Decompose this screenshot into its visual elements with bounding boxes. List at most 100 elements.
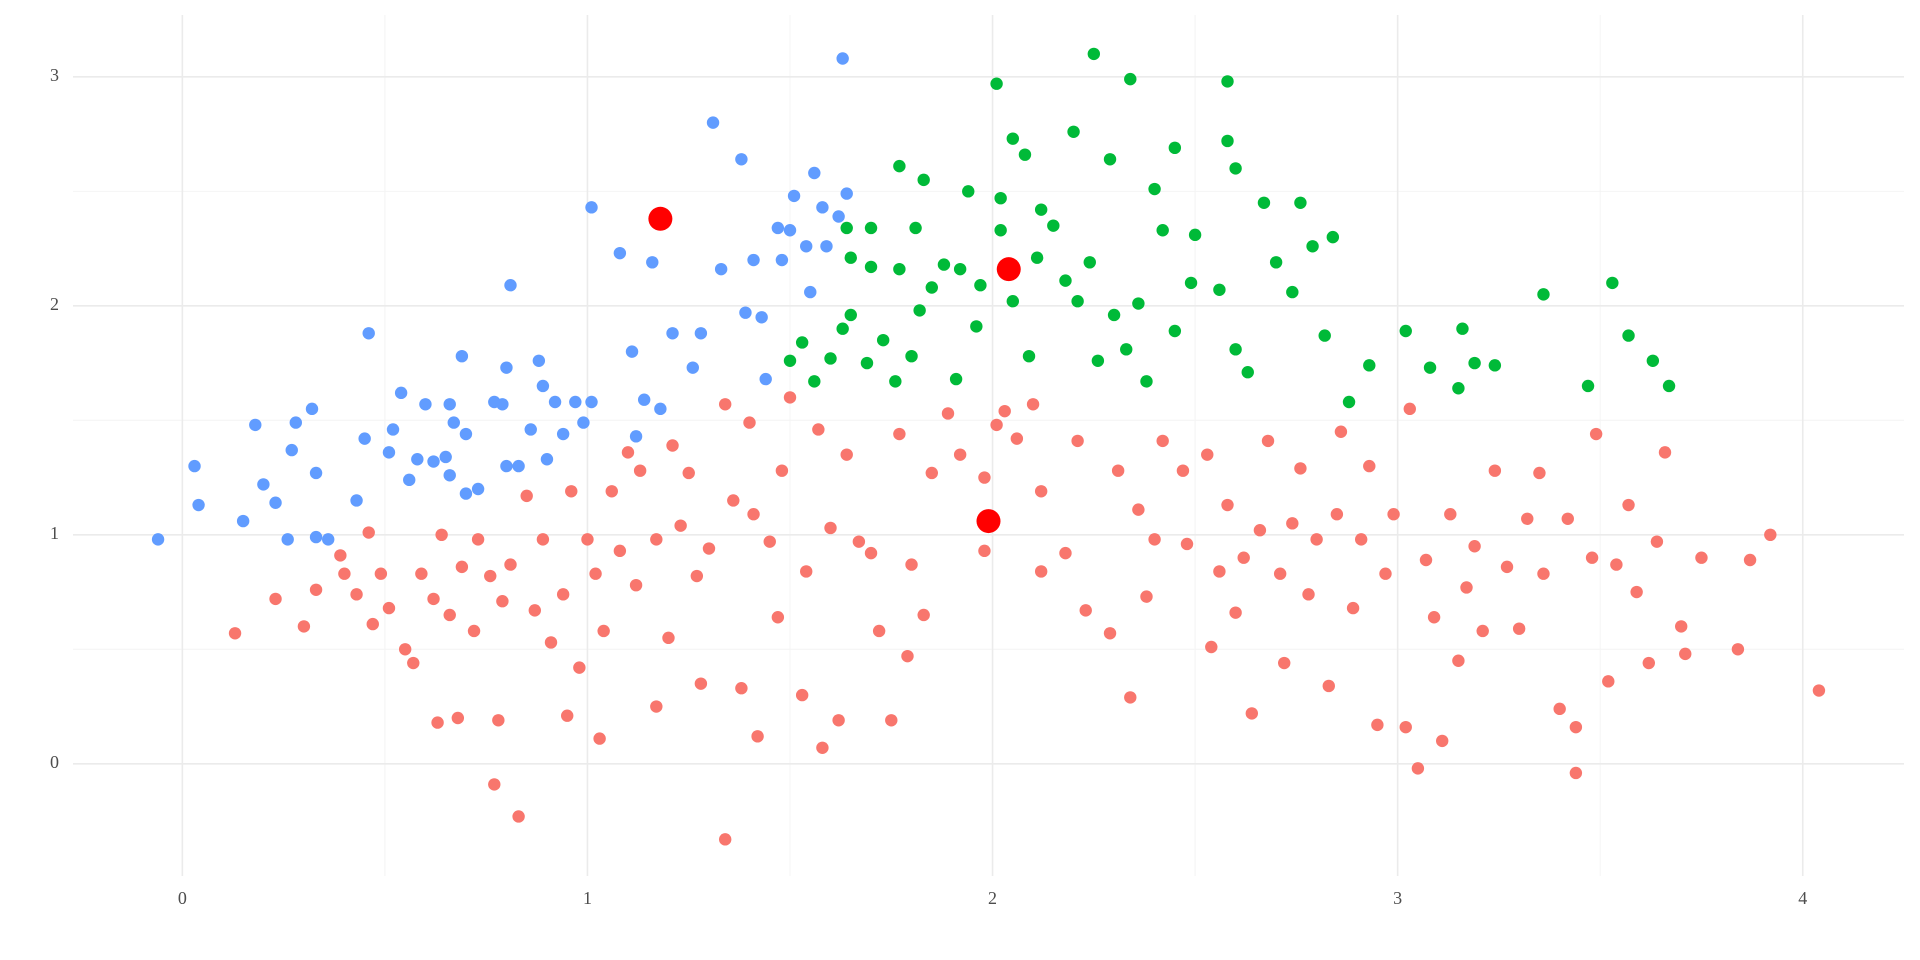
point (1261, 434, 1275, 448)
point (925, 466, 938, 480)
point (322, 533, 335, 546)
x-tick-label: 3 (1393, 888, 1402, 908)
point (800, 240, 813, 253)
point (1371, 718, 1384, 732)
point (629, 430, 643, 443)
point (937, 258, 951, 271)
point (962, 185, 975, 198)
point (974, 279, 987, 292)
point (589, 567, 602, 580)
point (1342, 395, 1356, 409)
point (443, 469, 456, 482)
point (1286, 285, 1299, 299)
y-tick-label: 0 (50, 752, 59, 772)
point (585, 201, 598, 214)
point (492, 714, 505, 727)
point (556, 588, 570, 601)
point (864, 546, 878, 560)
point (520, 489, 533, 503)
point (990, 77, 1003, 90)
point (548, 395, 562, 409)
point (1278, 656, 1291, 670)
point (990, 418, 1003, 432)
point (1245, 707, 1259, 720)
point (285, 443, 298, 457)
point (1067, 125, 1080, 138)
point (976, 509, 1001, 534)
point (1363, 459, 1376, 473)
point (1253, 524, 1267, 537)
point (694, 327, 708, 340)
point (188, 459, 201, 473)
point (439, 450, 452, 464)
point (1561, 512, 1574, 525)
point (471, 533, 485, 546)
point (795, 688, 809, 702)
point (528, 604, 542, 617)
point (1120, 343, 1133, 356)
point (1650, 535, 1664, 548)
point (970, 320, 983, 333)
point (706, 116, 720, 129)
point (633, 464, 647, 477)
point (1176, 464, 1190, 477)
point (978, 544, 991, 558)
point (1180, 537, 1194, 551)
point (504, 558, 517, 571)
point (836, 52, 849, 65)
point (905, 558, 918, 571)
point (1087, 47, 1101, 61)
point (783, 391, 797, 404)
point (350, 588, 363, 601)
point (832, 714, 845, 727)
y-tick-label: 2 (50, 294, 59, 314)
point (1124, 691, 1137, 704)
point (151, 533, 165, 546)
point (471, 482, 485, 496)
point (812, 423, 825, 436)
point (1229, 606, 1242, 619)
point (1334, 425, 1348, 438)
point (1188, 228, 1202, 242)
point (236, 514, 250, 528)
point (1399, 324, 1412, 338)
point (394, 386, 408, 400)
point (1468, 540, 1481, 553)
point (808, 166, 821, 180)
point (783, 354, 797, 367)
point (407, 656, 420, 670)
point (1111, 464, 1125, 477)
point (824, 352, 837, 365)
point (338, 567, 351, 580)
point (281, 533, 294, 546)
point (577, 416, 590, 429)
point (1610, 558, 1623, 571)
point (1602, 675, 1615, 688)
point (1034, 485, 1048, 498)
point (872, 624, 886, 638)
point (686, 361, 699, 374)
point (524, 423, 537, 436)
y-tick-label: 1 (50, 523, 59, 543)
point (309, 466, 323, 480)
point (718, 833, 732, 846)
point (1330, 507, 1344, 521)
point (459, 427, 473, 441)
point (1537, 567, 1550, 580)
point (512, 459, 525, 473)
point (648, 206, 673, 231)
point (1213, 565, 1226, 578)
point (605, 485, 618, 498)
point (787, 189, 801, 203)
point (556, 427, 570, 441)
point (889, 375, 902, 388)
point (1581, 379, 1595, 393)
point (885, 714, 898, 727)
point (747, 253, 760, 267)
point (593, 732, 606, 745)
point (455, 349, 469, 363)
point (1427, 611, 1441, 624)
point (743, 416, 756, 429)
point (1569, 766, 1583, 780)
point (694, 677, 708, 690)
